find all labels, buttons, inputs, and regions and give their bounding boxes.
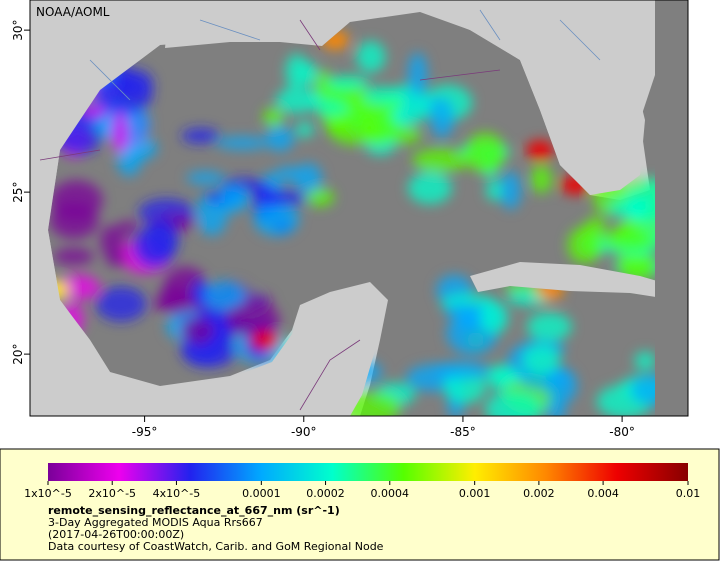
data-patch xyxy=(285,53,308,90)
data-patch xyxy=(186,171,225,185)
data-patch xyxy=(603,230,656,251)
data-patch xyxy=(118,220,137,234)
legend-line: (2017-04-26T00:00:00Z) xyxy=(48,528,184,541)
data-patch xyxy=(203,280,247,312)
data-patch xyxy=(100,225,125,258)
florida xyxy=(470,0,645,195)
legend-line: 3-Day Aggregated MODIS Aqua Rrs667 xyxy=(48,516,263,529)
data-patch xyxy=(487,364,514,391)
data-patch xyxy=(526,312,572,341)
data-patch xyxy=(95,286,147,322)
colorbar-tick-label: 0.0004 xyxy=(371,487,410,500)
y-tick-label: 25° xyxy=(11,181,25,202)
credit: NOAA/AOML xyxy=(36,5,110,19)
data-patch xyxy=(275,166,301,181)
map-frame xyxy=(29,0,689,417)
colorbar-tick-label: 0.0001 xyxy=(242,487,281,500)
colorbar-title: remote_sensing_reflectance_at_667_nm (sr… xyxy=(48,504,340,517)
data-patch xyxy=(443,303,478,319)
data-patch xyxy=(262,107,284,128)
data-patch xyxy=(608,197,650,219)
data-patch xyxy=(500,171,522,210)
data-patch xyxy=(522,344,561,375)
data-patch xyxy=(567,226,602,264)
y-tick-label: 20° xyxy=(11,343,25,364)
data-patch xyxy=(464,132,506,174)
data-patch xyxy=(634,351,656,371)
colorbar-tick-label: 0.01 xyxy=(676,487,701,500)
legend-line: Data courtesy of CoastWatch, Carib. and … xyxy=(48,540,384,553)
data-patch xyxy=(225,302,280,337)
data-patch xyxy=(180,317,215,345)
data-patch xyxy=(407,52,428,97)
satellite-data xyxy=(41,30,678,416)
data-patch xyxy=(49,202,99,239)
data-patch xyxy=(433,361,491,380)
x-tick-label: -85° xyxy=(450,425,476,439)
data-patch xyxy=(251,330,279,350)
data-patch xyxy=(253,202,300,236)
data-patch xyxy=(181,127,221,144)
colorbar-tick-label: 0.0002 xyxy=(306,487,345,500)
data-patch xyxy=(484,390,543,416)
x-tick-label: -95° xyxy=(132,425,158,439)
colorbar-tick-label: 1x10^-5 xyxy=(24,487,72,500)
atlantic-nodata xyxy=(655,0,688,416)
data-patch xyxy=(530,164,553,194)
data-patch xyxy=(219,185,247,206)
us-coast xyxy=(165,0,470,48)
data-patch xyxy=(265,126,295,152)
colorbar-tick-label: 2x10^-5 xyxy=(88,487,136,500)
data-patch xyxy=(305,187,335,207)
x-tick-label: -80° xyxy=(609,425,635,439)
data-patch xyxy=(111,111,129,154)
data-patch xyxy=(215,136,269,150)
data-patch xyxy=(293,163,323,193)
data-patch xyxy=(526,140,554,160)
colorbar xyxy=(48,463,688,481)
data-patch xyxy=(429,96,455,138)
data-patch xyxy=(82,105,107,118)
colorbar-tick-label: 4x10^-5 xyxy=(153,487,201,500)
data-patch xyxy=(485,180,505,201)
data-patch xyxy=(407,171,452,205)
colorbar-tick-label: 0.002 xyxy=(523,487,555,500)
cuba xyxy=(470,262,688,302)
mexico xyxy=(30,0,170,380)
river xyxy=(89,9,601,101)
data-patch xyxy=(145,217,180,259)
data-patch xyxy=(157,284,188,311)
data-patch xyxy=(93,74,153,116)
colorbar-tick-label: 0.001 xyxy=(459,487,491,500)
map: NOAA/AOML xyxy=(30,0,688,416)
data-patch xyxy=(360,86,405,105)
data-patch xyxy=(359,106,396,145)
axes: -95° -90° -85° -80° 20° 25° 30° xyxy=(11,19,635,439)
x-tick-label: -90° xyxy=(291,425,317,439)
data-patch xyxy=(296,121,314,138)
data-patch xyxy=(546,396,566,416)
data-patch xyxy=(253,189,308,207)
data-patch xyxy=(53,248,94,265)
data-patch xyxy=(356,40,386,73)
data-patch xyxy=(480,301,509,335)
data-patch xyxy=(412,147,470,173)
border xyxy=(39,19,501,411)
data-patch xyxy=(275,87,317,114)
colorbar-tick-label: 0.004 xyxy=(587,487,619,500)
yucatan xyxy=(30,284,386,416)
y-tick-label: 30° xyxy=(11,19,25,40)
data-patch xyxy=(326,75,370,90)
